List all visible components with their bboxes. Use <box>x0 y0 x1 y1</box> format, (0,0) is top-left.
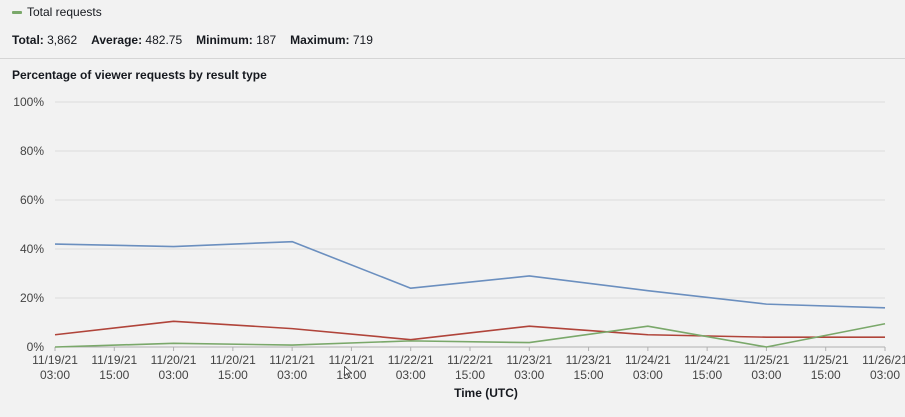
x-tick-label: 11/22/21 03:00 <box>388 353 434 382</box>
legend-label: Total requests <box>27 5 102 19</box>
stats-summary: Total: 3,862 Average: 482.75 Minimum: 18… <box>12 33 373 47</box>
legend-swatch <box>12 10 22 14</box>
x-tick-label: 11/19/21 15:00 <box>91 353 137 382</box>
series-line-1 <box>54 240 886 309</box>
x-axis-label: Time (UTC) <box>454 386 518 400</box>
x-tick-label: 11/24/21 15:00 <box>684 353 730 382</box>
mouse-cursor-icon <box>344 366 352 378</box>
x-tick-label: 11/21/21 15:00 <box>329 353 375 382</box>
y-tick-label: 40% <box>20 242 44 256</box>
y-tick-label: 20% <box>20 291 44 305</box>
series-line-2 <box>54 320 885 341</box>
y-tick-label: 80% <box>20 144 44 158</box>
x-tick-label: 11/25/21 03:00 <box>744 353 790 382</box>
y-tick-label: 100% <box>13 95 44 109</box>
chart-title: Percentage of viewer requests by result … <box>12 68 267 82</box>
x-tick-label: 11/26/21 03:00 <box>862 353 905 382</box>
stat-total: Total: 3,862 <box>12 33 78 47</box>
stat-maximum: Maximum: 719 <box>290 33 373 47</box>
x-tick-label: 11/25/21 15:00 <box>803 353 849 382</box>
stat-minimum: Minimum: 187 <box>196 33 277 47</box>
x-tick-label: 11/20/21 15:00 <box>210 353 256 382</box>
x-tick-label: 11/19/21 03:00 <box>32 353 78 382</box>
divider <box>0 58 905 59</box>
x-tick-label: 11/23/21 03:00 <box>506 353 552 382</box>
x-tick-label: 11/22/21 15:00 <box>447 353 493 382</box>
x-tick-label: 11/21/21 03:00 <box>269 353 315 382</box>
series-line-3 <box>54 322 886 348</box>
y-tick-label: 60% <box>20 193 44 207</box>
stat-average: Average: 482.75 <box>91 33 183 47</box>
x-tick-label: 11/20/21 03:00 <box>151 353 197 382</box>
x-tick-label: 11/24/21 03:00 <box>625 353 671 382</box>
x-tick-label: 11/23/21 15:00 <box>566 353 612 382</box>
legend[interactable]: Total requests <box>12 5 102 19</box>
y-tick-label: 0% <box>27 340 45 354</box>
